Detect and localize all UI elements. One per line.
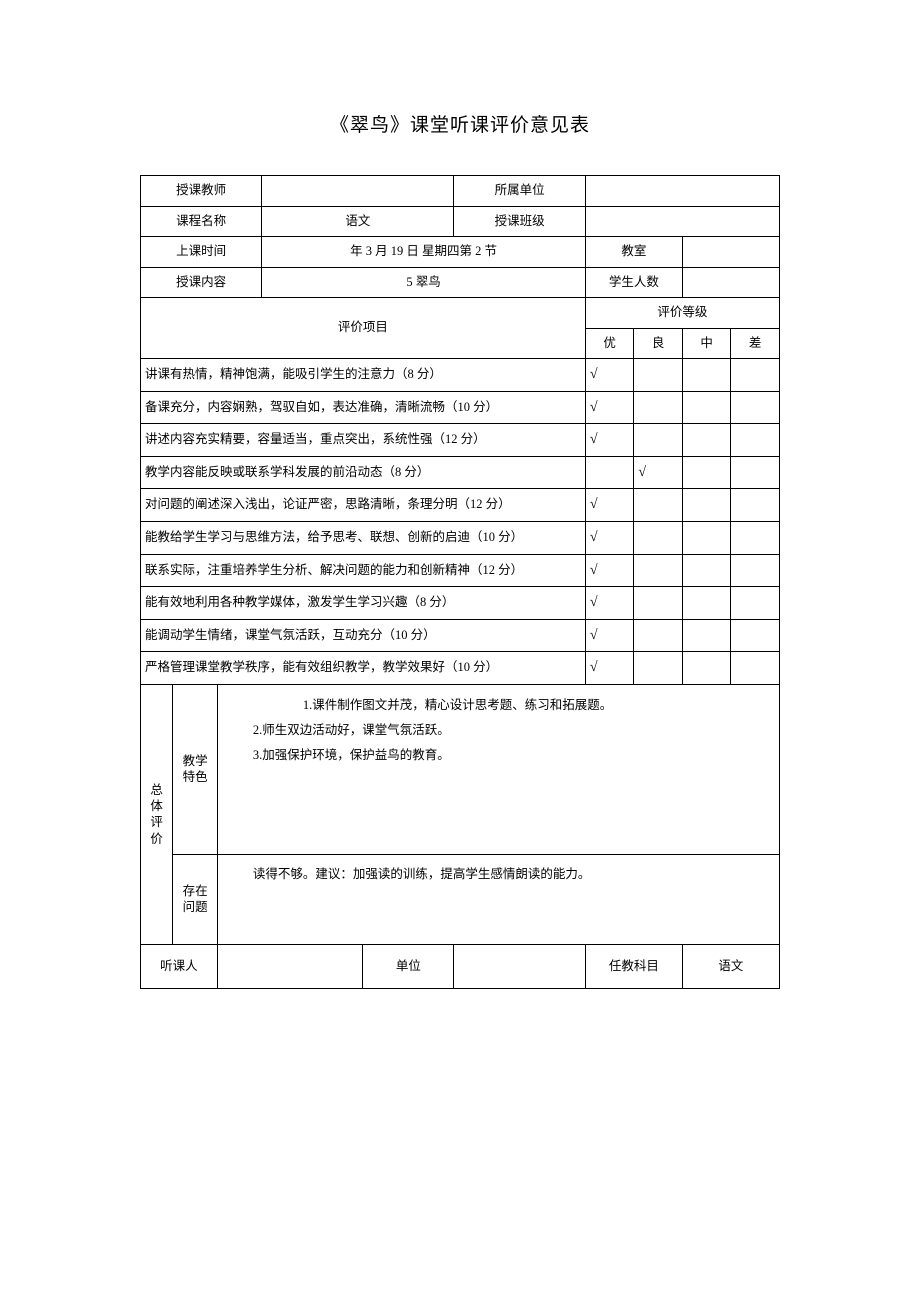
eval-row: 严格管理课堂教学秩序，能有效组织教学，教学效果好（10 分） √ xyxy=(141,652,780,685)
grade-medium: 中 xyxy=(682,328,731,359)
time-label: 上课时间 xyxy=(141,237,262,268)
grade-cell xyxy=(731,391,780,424)
eval-item-text: 备课充分，内容娴熟，驾驭自如，表达准确，清晰流畅（10 分） xyxy=(141,391,586,424)
grade-cell xyxy=(731,619,780,652)
grade-cell: √ xyxy=(585,554,634,587)
teacher-value xyxy=(262,176,454,207)
feature-content: 1.课件制作图文并茂，精心设计思考题、练习和拓展题。 2.师生双边活动好，课堂气… xyxy=(217,684,779,854)
grade-cell xyxy=(682,456,731,489)
subject-value: 语文 xyxy=(682,944,779,988)
eval-row: 讲述内容充实精要，容量适当，重点突出，系统性强（12 分） √ xyxy=(141,424,780,457)
grade-cell xyxy=(731,456,780,489)
grade-cell xyxy=(682,619,731,652)
class-value xyxy=(585,206,779,237)
grade-cell xyxy=(682,424,731,457)
grade-cell xyxy=(682,554,731,587)
eval-row: 联系实际，注重培养学生分析、解决问题的能力和创新精神（12 分） √ xyxy=(141,554,780,587)
grade-cell: √ xyxy=(585,391,634,424)
grade-cell xyxy=(634,359,683,392)
grade-cell: √ xyxy=(585,521,634,554)
grade-cell: √ xyxy=(585,489,634,522)
eval-item-text: 能调动学生情绪，课堂气氛活跃，互动充分（10 分） xyxy=(141,619,586,652)
overall-label: 总体评价 xyxy=(141,684,173,944)
eval-row: 能教给学生学习与思维方法，给予思考、联想、创新的启迪（10 分） √ xyxy=(141,521,780,554)
eval-item-text: 联系实际，注重培养学生分析、解决问题的能力和创新精神（12 分） xyxy=(141,554,586,587)
listener-value xyxy=(217,944,363,988)
eval-row: 能有效地利用各种教学媒体，激发学生学习兴趣（8 分） √ xyxy=(141,587,780,620)
eval-item-text: 讲述内容充实精要，容量适当，重点突出，系统性强（12 分） xyxy=(141,424,586,457)
eval-item-text: 教学内容能反映或联系学科发展的前沿动态（8 分） xyxy=(141,456,586,489)
eval-project-label: 评价项目 xyxy=(141,298,586,359)
eval-item-text: 能有效地利用各种教学媒体，激发学生学习兴趣（8 分） xyxy=(141,587,586,620)
eval-row: 对问题的阐述深入浅出，论证严密，思路清晰，条理分明（12 分） √ xyxy=(141,489,780,522)
page-title: 《翠鸟》课堂听课评价意见表 xyxy=(140,110,780,137)
grade-cell: √ xyxy=(585,587,634,620)
grade-cell xyxy=(634,391,683,424)
grade-cell: √ xyxy=(585,424,634,457)
eval-item-text: 对问题的阐述深入浅出，论证严密，思路清晰，条理分明（12 分） xyxy=(141,489,586,522)
listener-label: 听课人 xyxy=(141,944,218,988)
grade-cell xyxy=(682,489,731,522)
grade-cell xyxy=(634,489,683,522)
eval-item-text: 讲课有热情，精神饱满，能吸引学生的注意力（8 分） xyxy=(141,359,586,392)
problem-content: 读得不够。建议：加强读的训练，提高学生感情朗读的能力。 xyxy=(217,854,779,944)
grade-cell xyxy=(682,587,731,620)
grade-cell: √ xyxy=(585,652,634,685)
grade-cell xyxy=(731,521,780,554)
eval-row: 讲课有热情，精神饱满，能吸引学生的注意力（8 分） √ xyxy=(141,359,780,392)
grade-cell: √ xyxy=(634,456,683,489)
grade-cell xyxy=(731,424,780,457)
grade-cell xyxy=(634,587,683,620)
grade-poor: 差 xyxy=(731,328,780,359)
grade-cell xyxy=(682,652,731,685)
unit-value xyxy=(585,176,779,207)
grade-cell xyxy=(634,521,683,554)
students-value xyxy=(682,267,779,298)
room-value xyxy=(682,237,779,268)
eval-row: 能调动学生情绪，课堂气氛活跃，互动充分（10 分） √ xyxy=(141,619,780,652)
grade-cell xyxy=(585,456,634,489)
grade-cell xyxy=(731,554,780,587)
teacher-label: 授课教师 xyxy=(141,176,262,207)
room-label: 教室 xyxy=(585,237,682,268)
grade-cell xyxy=(682,359,731,392)
eval-row: 教学内容能反映或联系学科发展的前沿动态（8 分） √ xyxy=(141,456,780,489)
problem-label: 存在问题 xyxy=(173,854,217,944)
grade-good: 良 xyxy=(634,328,683,359)
grade-excellent: 优 xyxy=(585,328,634,359)
grade-cell xyxy=(731,359,780,392)
grade-cell xyxy=(682,391,731,424)
eval-grade-label: 评价等级 xyxy=(585,298,779,329)
grade-cell xyxy=(731,587,780,620)
time-value: 年 3 月 19 日 星期四第 2 节 xyxy=(262,237,586,268)
evaluation-table: 授课教师 所属单位 课程名称 语文 授课班级 上课时间 年 3 月 19 日 星… xyxy=(140,175,780,989)
content-value: 5 翠鸟 xyxy=(262,267,586,298)
class-label: 授课班级 xyxy=(454,206,585,237)
grade-cell xyxy=(731,489,780,522)
course-value: 语文 xyxy=(262,206,454,237)
grade-cell: √ xyxy=(585,359,634,392)
grade-cell xyxy=(634,554,683,587)
grade-cell xyxy=(634,652,683,685)
content-label: 授课内容 xyxy=(141,267,262,298)
course-label: 课程名称 xyxy=(141,206,262,237)
grade-cell xyxy=(682,521,731,554)
grade-cell xyxy=(634,619,683,652)
feature-label: 教学特色 xyxy=(173,684,217,854)
eval-item-text: 严格管理课堂教学秩序，能有效组织教学，教学效果好（10 分） xyxy=(141,652,586,685)
students-label: 学生人数 xyxy=(585,267,682,298)
grade-cell xyxy=(634,424,683,457)
footer-unit-label: 单位 xyxy=(363,944,454,988)
unit-label: 所属单位 xyxy=(454,176,585,207)
grade-cell: √ xyxy=(585,619,634,652)
footer-unit-value xyxy=(454,944,585,988)
grade-cell xyxy=(731,652,780,685)
subject-label: 任教科目 xyxy=(585,944,682,988)
eval-item-text: 能教给学生学习与思维方法，给予思考、联想、创新的启迪（10 分） xyxy=(141,521,586,554)
eval-row: 备课充分，内容娴熟，驾驭自如，表达准确，清晰流畅（10 分） √ xyxy=(141,391,780,424)
